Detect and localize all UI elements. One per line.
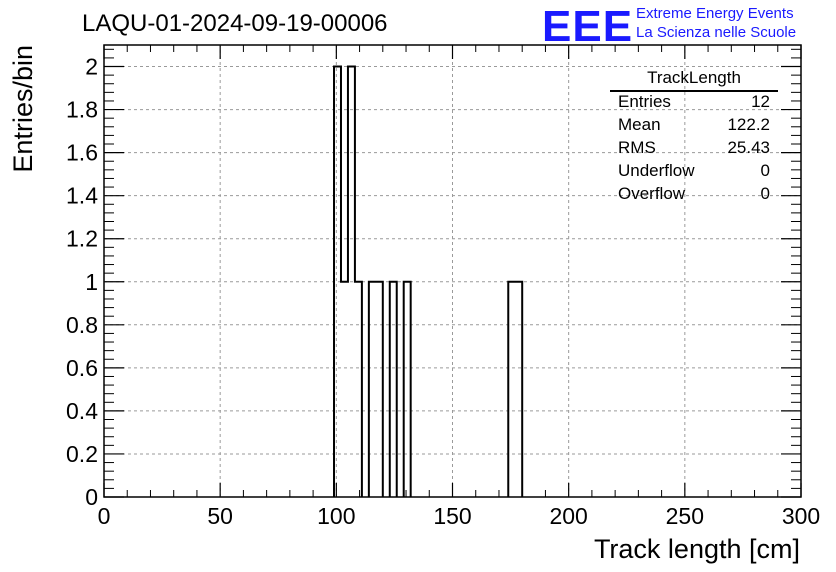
y-axis-label: Entries/bin bbox=[8, 45, 38, 173]
stats-title: TrackLength bbox=[610, 68, 778, 92]
x-tick-label: 200 bbox=[549, 503, 587, 529]
stats-value: 12 bbox=[751, 92, 770, 111]
stats-value: 0 bbox=[760, 184, 770, 203]
axis-ticks bbox=[103, 45, 802, 498]
x-tick-label: 150 bbox=[433, 503, 471, 529]
y-tick-label: 1.8 bbox=[66, 97, 98, 123]
stats-label: Underflow bbox=[618, 161, 695, 180]
stats-value: 122.2 bbox=[727, 115, 770, 134]
y-tick-label: 0.8 bbox=[66, 312, 98, 338]
stats-value: 25.43 bbox=[727, 138, 770, 157]
x-tick-label: 100 bbox=[317, 503, 355, 529]
stats-row-underflow: Underflow 0 bbox=[610, 161, 778, 184]
x-tick-label: 300 bbox=[782, 503, 820, 529]
stats-box: TrackLength Entries 12 Mean 122.2 RMS 25… bbox=[610, 68, 778, 207]
grid-lines bbox=[104, 45, 801, 497]
stats-label: RMS bbox=[618, 138, 656, 157]
logo-line-1: Extreme Energy Events bbox=[636, 5, 794, 22]
y-tick-label: 0 bbox=[85, 484, 98, 510]
y-tick-label: 1.4 bbox=[66, 183, 98, 209]
y-tick-label: 0.6 bbox=[66, 355, 98, 381]
y-tick-label: 1.6 bbox=[66, 140, 98, 166]
stats-label: Entries bbox=[618, 92, 671, 111]
stats-row-rms: RMS 25.43 bbox=[610, 138, 778, 161]
logo-line-2: La Scienza nelle Scuole bbox=[636, 24, 797, 41]
tick-labels: 0 50 100 150 200 250 30000.20.40.60.811.21.41.… bbox=[66, 54, 820, 529]
stats-value: 0 bbox=[760, 161, 770, 180]
y-tick-label: 0.2 bbox=[66, 441, 98, 467]
x-axis-label: Track length [cm] bbox=[594, 534, 800, 564]
histogram-outline bbox=[333, 65, 524, 497]
y-tick-label: 0.4 bbox=[66, 398, 98, 424]
stats-row-entries: Entries 12 bbox=[610, 92, 778, 115]
chart-title: LAQU-01-2024-09-19-00006 bbox=[82, 10, 388, 37]
x-tick-label: 250 bbox=[666, 503, 704, 529]
eee-logo: EEE bbox=[542, 2, 634, 51]
x-tick-label: 50 bbox=[207, 503, 233, 529]
x-tick-label: 0 bbox=[98, 503, 111, 529]
y-tick-label: 1.2 bbox=[66, 226, 98, 252]
stats-label: Overflow bbox=[618, 184, 686, 203]
stats-row-overflow: Overflow 0 bbox=[610, 184, 778, 207]
y-tick-label: 1 bbox=[85, 269, 98, 295]
stats-row-mean: Mean 122.2 bbox=[610, 115, 778, 138]
stats-label: Mean bbox=[618, 115, 661, 134]
y-tick-label: 2 bbox=[85, 54, 98, 80]
